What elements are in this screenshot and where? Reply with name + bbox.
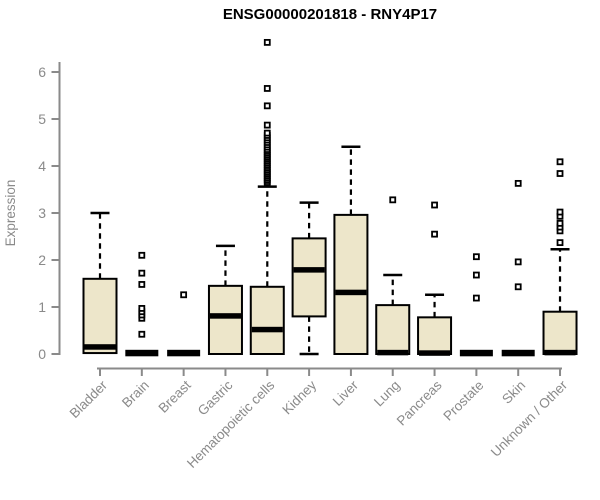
outlier-point [263, 129, 271, 137]
boxplots [82, 38, 578, 357]
x-tick-label-kidney: Kidney [279, 377, 319, 417]
iqr-box [291, 237, 327, 318]
y-tick-label: 2 [38, 252, 46, 268]
boxplot-breast [167, 291, 201, 357]
x-tick-label-pancreas: Pancreas [394, 377, 445, 428]
y-tick-label: 5 [38, 111, 46, 127]
outlier-point [472, 271, 480, 279]
y-tick-label: 4 [38, 158, 46, 174]
boxplot-liver [333, 145, 369, 355]
outlier-point [263, 121, 271, 129]
outlier-point [138, 281, 146, 288]
outlier-point [263, 102, 271, 110]
x-tick-label-brain: Brain [119, 378, 152, 411]
outlier-point [472, 253, 480, 261]
outlier-point [514, 283, 522, 291]
x-tick-label-bladder: Bladder [67, 377, 111, 421]
x-tick-label-unknown-other: Unknown / Other [488, 377, 571, 460]
boxplot-unknown-other [542, 158, 578, 356]
outlier-point [138, 330, 146, 338]
outlier-point [263, 85, 271, 92]
median-line [419, 350, 451, 356]
outlier-point [556, 239, 564, 247]
boxplot-brain [125, 251, 159, 357]
boxplot-hematopoietic-cells [249, 38, 285, 356]
x-tick-label-lung: Lung [371, 378, 403, 410]
median-line [251, 326, 283, 333]
outlier-point [556, 158, 564, 166]
x-tick-label-breast: Breast [156, 377, 194, 415]
outlier-point [556, 219, 564, 227]
outlier-point [180, 291, 188, 299]
boxplot-pancreas [417, 201, 453, 356]
boxplot-skin [501, 179, 535, 357]
median-line [544, 349, 576, 356]
y-tick-label: 0 [38, 346, 46, 362]
collapsed-box [501, 349, 535, 357]
median-line [293, 267, 325, 273]
y-tick-label: 6 [38, 64, 46, 80]
y-tick-label: 1 [38, 299, 46, 315]
outlier-point [556, 170, 564, 177]
iqr-box [333, 213, 369, 355]
outlier-point [389, 196, 397, 204]
outlier-point [138, 305, 146, 312]
collapsed-box [459, 349, 493, 357]
collapsed-box [125, 349, 159, 357]
x-tick-label-liver: Liver [330, 377, 362, 409]
outlier-point [431, 230, 438, 238]
outlier-point [514, 179, 522, 187]
median-line [209, 313, 241, 319]
outlier-point [431, 201, 438, 209]
outlier-point [514, 258, 522, 266]
median-line [335, 289, 367, 296]
x-tick-label-prostate: Prostate [440, 378, 486, 424]
iqr-box [375, 304, 411, 355]
outlier-point [138, 251, 146, 259]
x-tick-label-skin: Skin [499, 378, 528, 407]
outlier-point [556, 208, 564, 216]
boxplot-lung [375, 196, 411, 356]
outlier-point [263, 38, 271, 46]
y-axis-title: Expression [3, 180, 18, 247]
outlier-point [472, 294, 480, 302]
iqr-box [417, 316, 453, 355]
x-tick-label-gastric: Gastric [195, 377, 236, 418]
boxplot-gastric [207, 244, 243, 356]
median-line [377, 349, 409, 356]
chart-title: ENSG00000201818 - RNY4P17 [223, 6, 437, 23]
iqr-box [249, 285, 285, 356]
iqr-box [542, 310, 578, 356]
outlier-point [138, 269, 146, 277]
boxplot-prostate [459, 253, 493, 357]
iqr-box [82, 277, 118, 355]
median-line [84, 344, 116, 350]
boxplot-bladder [82, 211, 118, 355]
y-tick-label: 3 [38, 205, 46, 221]
collapsed-box [167, 349, 201, 357]
iqr-box [207, 284, 243, 356]
boxplot-kidney [291, 201, 327, 356]
